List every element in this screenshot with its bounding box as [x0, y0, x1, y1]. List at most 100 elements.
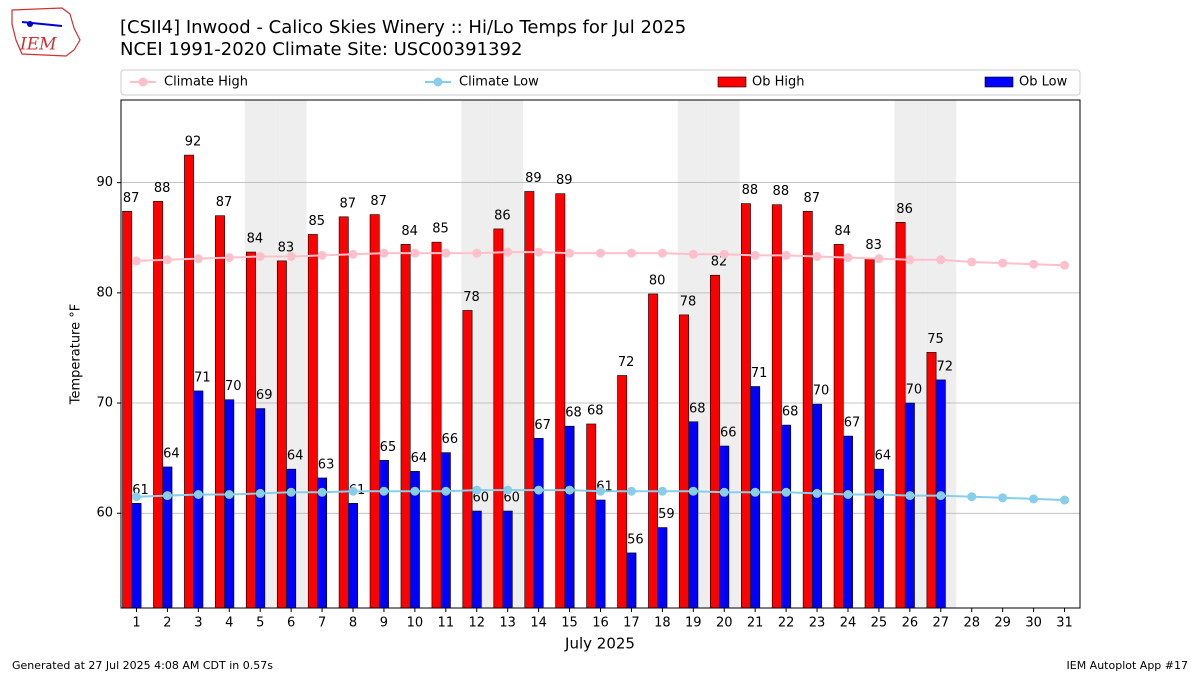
data-label: 84	[834, 224, 851, 239]
climate-point	[162, 255, 172, 265]
climate-point	[967, 492, 977, 502]
data-label: 64	[411, 451, 428, 466]
legend-label: Climate Low	[459, 75, 539, 90]
bar	[224, 399, 235, 609]
bar	[873, 468, 884, 609]
x-tick-label: 28	[963, 616, 980, 631]
climate-point	[131, 492, 141, 502]
climate-point	[750, 250, 760, 260]
data-label: 70	[906, 383, 923, 398]
bar	[440, 452, 451, 609]
bar	[595, 499, 606, 609]
bar	[555, 193, 566, 609]
x-tick-label: 5	[256, 616, 264, 631]
climate-point	[719, 487, 729, 497]
climate-point	[596, 486, 605, 496]
data-label: 78	[463, 290, 480, 305]
bar	[493, 228, 504, 609]
climate-point	[534, 485, 544, 495]
x-tick-label: 27	[933, 616, 950, 631]
data-label: 92	[185, 135, 202, 150]
data-label: 89	[556, 173, 573, 188]
x-tick-label: 25	[871, 616, 888, 631]
bar	[833, 244, 844, 609]
bar	[771, 204, 782, 609]
x-tick-label: 21	[747, 616, 764, 631]
data-label: 88	[742, 183, 759, 198]
climate-point	[410, 486, 420, 496]
data-label: 66	[442, 432, 459, 447]
y-tick-label: 60	[96, 506, 113, 521]
data-label: 87	[370, 194, 387, 209]
climate-point	[348, 486, 358, 496]
bar	[153, 201, 164, 609]
data-label: 69	[256, 388, 273, 403]
data-label: 89	[525, 171, 542, 186]
climate-point	[224, 489, 234, 499]
data-label: 87	[339, 196, 356, 211]
x-tick-label: 24	[840, 616, 857, 631]
bar	[657, 527, 668, 609]
x-tick-label: 8	[349, 616, 357, 631]
x-tick-label: 17	[623, 616, 640, 631]
y-tick-label: 70	[96, 396, 113, 411]
data-label: 71	[751, 366, 768, 381]
climate-point	[781, 250, 791, 260]
bar	[184, 154, 194, 609]
climate-point	[1029, 494, 1039, 504]
x-tick-label: 13	[499, 616, 516, 631]
climate-point	[1060, 260, 1070, 270]
climate-point	[410, 248, 420, 258]
bar	[131, 503, 142, 609]
chart-subtitle: NCEI 1991-2020 Climate Site: USC00391392	[120, 39, 522, 60]
climate-point	[255, 488, 265, 498]
x-tick-label: 23	[809, 616, 826, 631]
legend-label: Ob Low	[1019, 75, 1068, 90]
x-axis-label: July 2025	[564, 635, 635, 653]
x-tick-label: 6	[287, 616, 295, 631]
x-tick-label: 4	[225, 616, 233, 631]
bar	[193, 390, 204, 609]
bar	[740, 203, 751, 609]
data-label: 75	[927, 332, 944, 347]
bar	[904, 402, 915, 609]
climate-point	[688, 486, 698, 496]
legend-marker	[138, 77, 148, 87]
climate-point	[441, 486, 451, 496]
bar	[400, 244, 411, 609]
data-label: 87	[216, 195, 233, 210]
climate-point	[162, 491, 172, 501]
data-label: 72	[937, 359, 954, 374]
climate-point	[657, 486, 667, 496]
data-label: 88	[773, 184, 790, 199]
bar	[215, 215, 225, 609]
x-tick-label: 26	[902, 616, 919, 631]
climate-point	[503, 485, 513, 495]
bar	[586, 423, 597, 609]
climate-point	[719, 249, 729, 259]
bar	[122, 210, 133, 609]
data-label: 87	[123, 191, 140, 206]
bar	[379, 460, 389, 609]
footer-left: Generated at 27 Jul 2025 4:08 AM CDT in …	[12, 659, 273, 672]
data-label: 72	[618, 355, 635, 370]
x-tick-label: 31	[1056, 616, 1073, 631]
climate-point	[472, 485, 482, 495]
bar	[245, 251, 256, 609]
climate-point	[874, 254, 884, 264]
footer-right: IEM Autoplot App #17	[1067, 659, 1189, 672]
bar	[710, 274, 720, 609]
bar	[864, 258, 875, 609]
bar	[895, 222, 906, 609]
bar	[843, 435, 853, 609]
data-label: 67	[844, 416, 861, 431]
x-tick-label: 2	[163, 616, 171, 631]
bar	[369, 214, 380, 609]
bar	[431, 241, 442, 609]
bar	[781, 424, 792, 609]
climate-point	[843, 489, 853, 499]
climate-point	[874, 489, 884, 499]
y-tick-label: 90	[96, 175, 113, 190]
data-label: 64	[287, 449, 304, 464]
